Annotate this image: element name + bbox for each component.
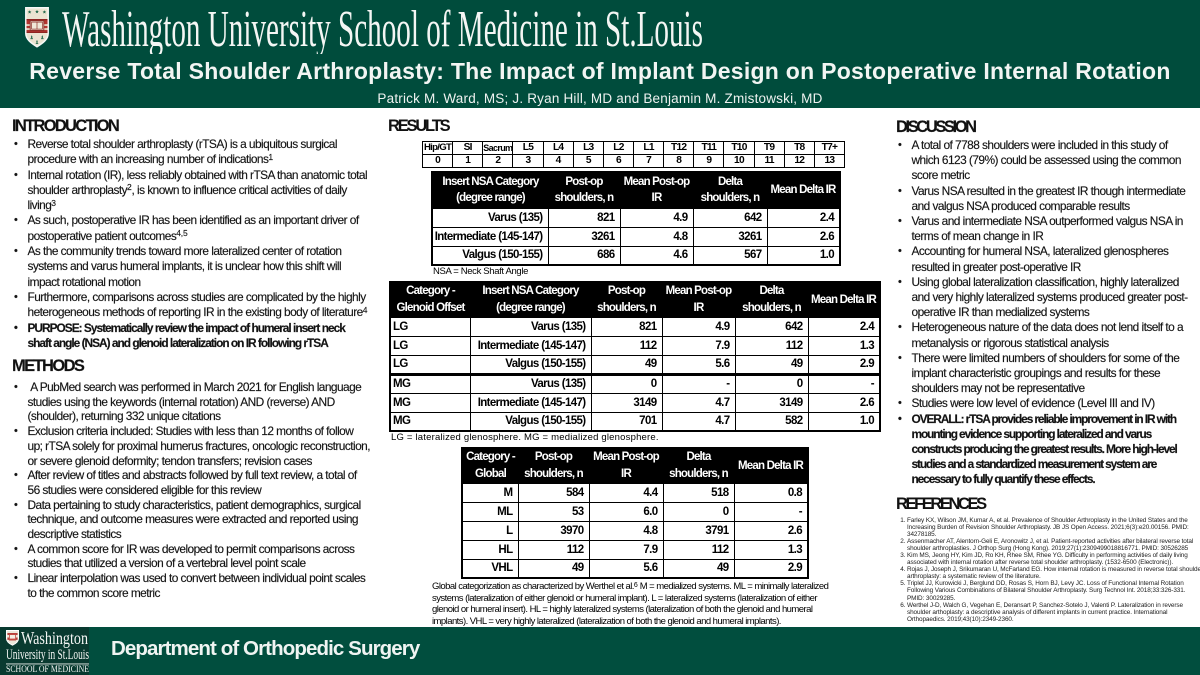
svg-text:University in St.Louis: University in St.Louis	[6, 647, 89, 663]
svg-text:Washington: Washington	[21, 630, 88, 648]
svg-text:Washington University School o: Washington University School of Medicine…	[62, 4, 703, 54]
svg-text:SCHOOL OF MEDICINE: SCHOOL OF MEDICINE	[6, 665, 89, 674]
